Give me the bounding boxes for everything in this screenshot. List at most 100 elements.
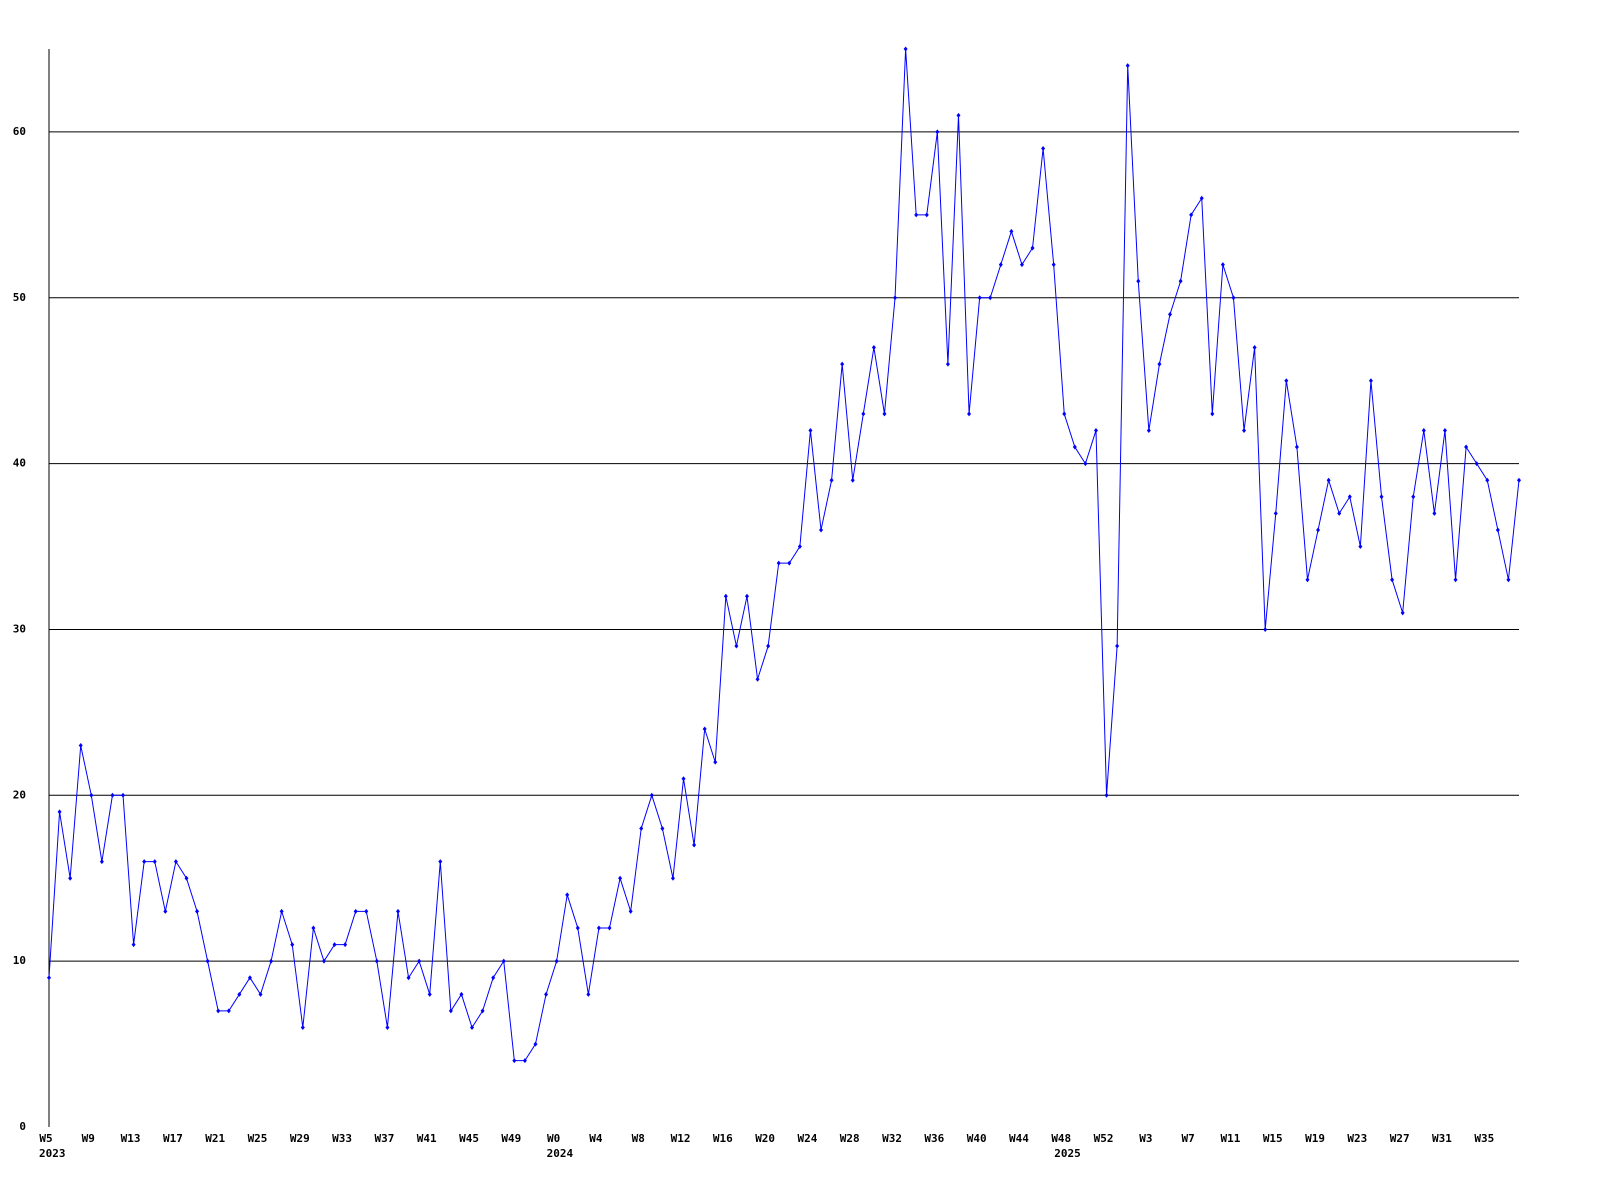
data-point [988, 295, 993, 301]
data-point [649, 792, 654, 798]
data-point [343, 942, 348, 948]
x-tick-label: W13 [121, 1132, 141, 1145]
data-point [300, 1024, 305, 1030]
data-point [205, 958, 210, 964]
data-point [829, 477, 834, 483]
data-point [1337, 510, 1342, 516]
data-point [1464, 444, 1469, 450]
data-point [459, 991, 464, 997]
x-tick-label: W3 [1139, 1132, 1152, 1145]
data-point [871, 345, 876, 351]
data-point [1432, 510, 1437, 516]
data-point [1072, 444, 1077, 450]
data-point [332, 942, 337, 948]
data-point [850, 477, 855, 483]
data-point [1030, 245, 1035, 251]
data-point [1474, 461, 1479, 467]
data-point [364, 908, 369, 914]
data-point [681, 776, 686, 782]
data-point [491, 975, 496, 981]
data-point [438, 859, 443, 865]
data-point [670, 875, 675, 881]
data-point [1083, 461, 1088, 467]
data-point [1453, 577, 1458, 583]
data-point [734, 643, 739, 649]
data-point [723, 593, 728, 599]
data-point [882, 411, 887, 417]
data-point [1284, 378, 1289, 384]
data-point [1411, 494, 1416, 500]
data-point [142, 859, 147, 865]
x-tick-label: W4 [589, 1132, 603, 1145]
data-point [1358, 544, 1363, 550]
data-point [290, 942, 295, 948]
data-point [512, 1058, 517, 1064]
data-point [956, 112, 961, 118]
x-tick-label: W37 [374, 1132, 394, 1145]
x-tick-label: W19 [1305, 1132, 1325, 1145]
data-point [1294, 444, 1299, 450]
data-point [1305, 577, 1310, 583]
x-tick-label: W0 [547, 1132, 560, 1145]
data-point [914, 212, 919, 218]
x-tick-label: W49 [501, 1132, 521, 1145]
data-point [575, 925, 580, 931]
data-point [618, 875, 623, 881]
data-point [776, 560, 781, 566]
data-point [1273, 510, 1278, 516]
data-point [1506, 577, 1511, 583]
x-tick-label: W41 [417, 1132, 437, 1145]
data-point [258, 991, 263, 997]
y-tick-label: 30 [13, 622, 26, 635]
y-tick-label: 60 [13, 125, 26, 138]
data-point [766, 643, 771, 649]
data-point [1517, 477, 1521, 483]
data-point [99, 859, 104, 865]
x-tick-label: W31 [1432, 1132, 1452, 1145]
x-tick-label: W20 [755, 1132, 775, 1145]
data-point [893, 295, 898, 301]
y-tick-label: 50 [13, 291, 26, 304]
x-tick-label: W32 [882, 1132, 902, 1145]
data-point [544, 991, 549, 997]
data-point [1062, 411, 1067, 417]
data-point [226, 1008, 231, 1014]
data-point [1051, 262, 1056, 268]
data-point [1210, 411, 1215, 417]
data-point [903, 46, 908, 52]
data-point [269, 958, 274, 964]
y-tick-label: 20 [13, 788, 26, 801]
data-point [1421, 427, 1426, 433]
data-point [702, 726, 707, 732]
data-point [89, 792, 94, 798]
data-point [1125, 63, 1130, 69]
data-point [1263, 626, 1268, 632]
data-point [692, 842, 697, 848]
data-point [1316, 527, 1321, 533]
data-point [1252, 345, 1257, 351]
data-point [279, 908, 284, 914]
data-point [586, 991, 591, 997]
data-point [1390, 577, 1395, 583]
x-tick-label: W44 [1009, 1132, 1029, 1145]
data-point [470, 1024, 475, 1030]
data-point [1009, 228, 1014, 234]
x-tick-label: W8 [632, 1132, 645, 1145]
data-point [68, 875, 73, 881]
x-tick-label: W23 [1347, 1132, 1367, 1145]
data-point [448, 1008, 453, 1014]
data-point [501, 958, 506, 964]
x-tick-label: W45 [459, 1132, 479, 1145]
data-point [216, 1008, 221, 1014]
data-point [1485, 477, 1490, 483]
data-point [247, 975, 252, 981]
x-tick-label: W21 [205, 1132, 225, 1145]
x-tick-label: W36 [924, 1132, 944, 1145]
x-year-label: 2023 [39, 1147, 66, 1160]
x-tick-label: W12 [671, 1132, 691, 1145]
data-point [184, 875, 189, 881]
data-point [639, 825, 644, 831]
data-point [924, 212, 929, 218]
data-point [131, 942, 136, 948]
